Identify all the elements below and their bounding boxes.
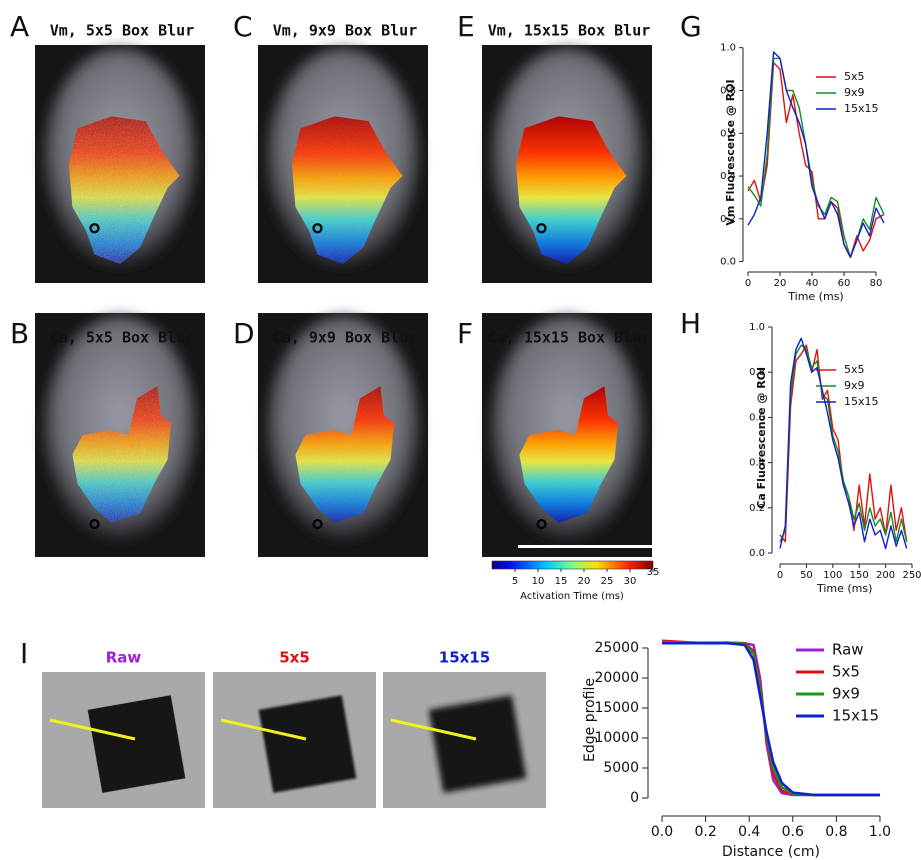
series-line	[779, 337, 908, 550]
colorbar-tick-label: 30	[624, 576, 637, 587]
panel-letter: H	[680, 307, 701, 340]
series-line	[662, 641, 880, 797]
panel-letter: A	[10, 10, 29, 43]
colorbar-tick-label: 10	[532, 576, 545, 587]
colorbar-label: Activation Time (ms)	[520, 591, 624, 602]
y-tick-label: 0.4	[720, 171, 736, 182]
panel-title: Ca, 9x9 Box Blur	[273, 329, 418, 347]
x-tick-label: 0	[745, 278, 751, 289]
series-line	[779, 344, 908, 543]
x-tick-label: 50	[800, 570, 813, 581]
y-tick-label: 15000	[594, 700, 639, 716]
x-axis-label: Time (ms)	[816, 582, 872, 595]
edge-square	[258, 695, 357, 793]
image-label: 5x5	[279, 649, 310, 667]
panel-title: Vm, 15x15 Box Blur	[488, 22, 651, 40]
legend-label: 15x15	[832, 707, 879, 725]
roi-marker	[89, 223, 100, 234]
y-tick-label: 25000	[594, 640, 639, 656]
y-tick-label: 0.0	[749, 548, 765, 559]
y-tick-label: 1.0	[720, 43, 736, 54]
profile-line	[49, 718, 136, 741]
x-tick-label: 40	[806, 278, 819, 289]
panel-letter: E	[457, 10, 475, 43]
x-axis-label: Distance (cm)	[722, 844, 820, 860]
y-tick-label: 0.0	[720, 257, 736, 268]
y-tick-label: 20000	[594, 670, 639, 686]
colorbar-tick-label: 35	[647, 567, 660, 578]
x-tick-label: 150	[850, 570, 869, 581]
y-tick-label: 0.6	[749, 412, 765, 423]
profile-line	[390, 718, 477, 741]
x-tick-label: 0.6	[782, 824, 804, 840]
y-tick-label: 0.2	[720, 214, 736, 225]
y-tick-label: 0.8	[749, 367, 765, 378]
series-line	[747, 51, 885, 258]
x-tick-label: 100	[823, 570, 842, 581]
roi-marker	[312, 518, 323, 530]
panel-letter: F	[457, 317, 473, 350]
legend-label: 9x9	[844, 86, 865, 99]
x-tick-label: 0.2	[694, 824, 716, 840]
y-tick-label: 1.0	[749, 322, 765, 333]
colorbar-tick-label: 15	[555, 576, 568, 587]
edge-square	[87, 695, 186, 793]
colorbar-tick-label: 25	[601, 576, 614, 587]
legend-label: Raw	[832, 641, 864, 659]
x-tick-label: 1.0	[869, 824, 891, 840]
y-tick-label: 0.8	[720, 85, 736, 96]
legend-label: 5x5	[844, 70, 865, 83]
panel-title: Ca, 15x15 Box Blur	[488, 329, 651, 347]
y-axis-label: Ca Fluorescence @ ROI	[755, 367, 768, 509]
series-line	[747, 57, 885, 258]
y-tick-label: 0	[630, 790, 639, 806]
x-tick-label: 250	[902, 570, 921, 581]
y-tick-label: 0.6	[720, 128, 736, 139]
colorbar	[491, 560, 654, 570]
colorbar-tick-label: 20	[578, 576, 591, 587]
roi-marker	[312, 223, 323, 234]
x-tick-label: 0.0	[651, 824, 673, 840]
legend-label: 15x15	[844, 102, 879, 115]
roi-marker	[89, 518, 100, 530]
roi-marker	[536, 223, 547, 234]
panel-title: Ca, 5x5 Box Blur	[50, 329, 195, 347]
x-axis-label: Time (ms)	[787, 290, 843, 303]
x-tick-label: 80	[870, 278, 883, 289]
y-tick-label: 5000	[603, 760, 639, 776]
y-tick-label: 10000	[594, 730, 639, 746]
x-tick-label: 0	[777, 570, 783, 581]
scale-bar	[518, 545, 656, 548]
y-tick-label: 0.2	[749, 503, 765, 514]
x-tick-label: 200	[876, 570, 895, 581]
panel-letter: C	[233, 10, 253, 43]
panel-letter: I	[20, 637, 28, 670]
panel-title: Vm, 9x9 Box Blur	[273, 22, 418, 40]
legend-label: 15x15	[844, 395, 879, 408]
y-axis-label: Edge profile	[582, 678, 598, 762]
profile-line	[220, 718, 307, 741]
edge-square	[428, 695, 527, 793]
image-label: 15x15	[439, 649, 490, 667]
panel-title: Vm, 5x5 Box Blur	[50, 22, 195, 40]
panel-letter: D	[233, 317, 255, 350]
panel-letter: B	[10, 317, 29, 350]
x-tick-label: 20	[774, 278, 787, 289]
image-layer: A Vm, 5x5 Box Blur C Vm, 9x9 Box Blur E Vm, 1…	[10, 10, 652, 808]
colorbar-tick-label: 5	[512, 576, 518, 587]
x-tick-label: 60	[838, 278, 851, 289]
legend-label: 5x5	[832, 663, 860, 681]
y-tick-label: 0.4	[749, 458, 765, 469]
image-label: Raw	[106, 649, 142, 667]
legend-label: 9x9	[832, 685, 860, 703]
legend-label: 5x5	[844, 363, 865, 376]
roi-marker	[536, 518, 547, 530]
panel-letter: G	[680, 10, 702, 43]
legend-label: 9x9	[844, 379, 865, 392]
x-tick-label: 0.8	[825, 824, 847, 840]
x-tick-label: 0.4	[738, 824, 760, 840]
y-axis-label: Vm Fluorescence @ ROI	[724, 79, 737, 225]
plot-layer: 5 10 15 20 25 30 35 Activation Time (ms) G 0 20 40 6…	[512, 10, 921, 860]
